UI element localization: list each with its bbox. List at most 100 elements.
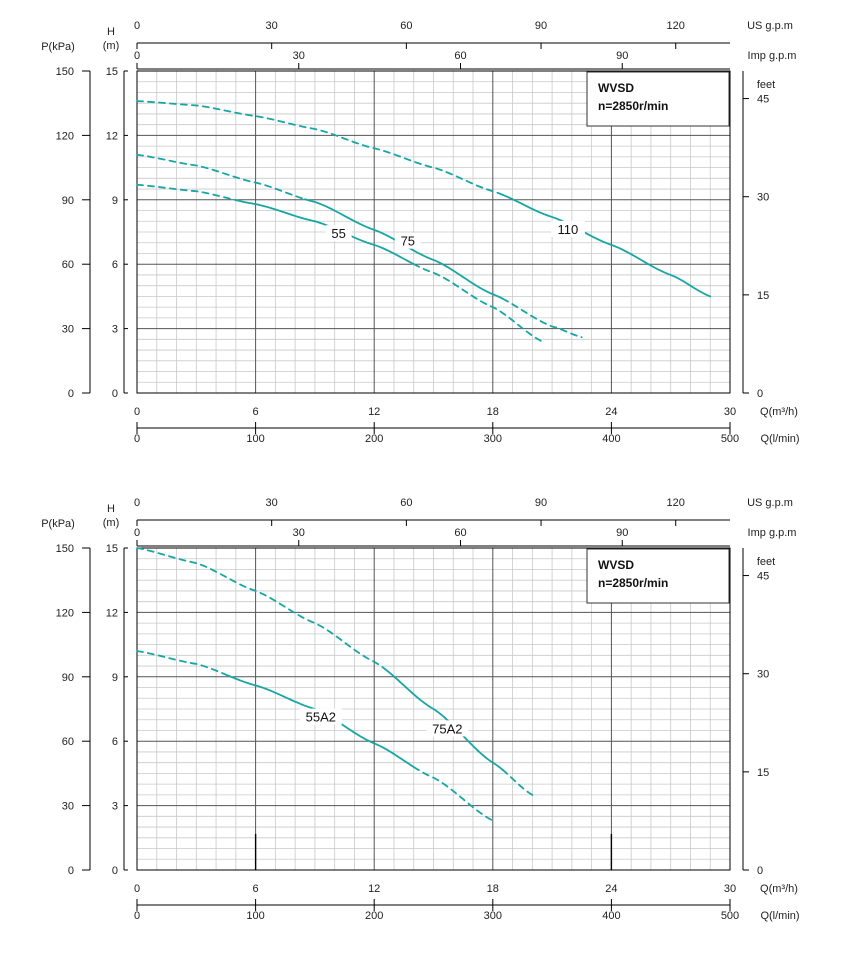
curve-label-bg xyxy=(550,220,585,237)
qm3-axis-label: Q(m³/h) xyxy=(760,406,798,418)
h-tick-label: 6 xyxy=(112,259,118,271)
curve-dashed-start xyxy=(136,650,227,676)
us-gpm-tick-label: 0 xyxy=(134,20,140,32)
qm3-tick-label: 18 xyxy=(487,883,499,895)
info-box xyxy=(586,71,730,127)
us-gpm-tick-label: 30 xyxy=(266,20,278,32)
info-box-speed: n=2850r/min xyxy=(598,99,668,113)
h-axis-label: H xyxy=(107,503,115,515)
chart-panel-1: 0306090120150P(kPa)03691215H(m)0153045fe… xyxy=(41,20,799,445)
feet-tick-label: 0 xyxy=(757,865,763,877)
imp-gpm-tick-label: 60 xyxy=(454,527,466,539)
imp-gpm-tick-label: 30 xyxy=(293,527,305,539)
curve-dashed-end xyxy=(412,263,544,343)
qm3-tick-label: 6 xyxy=(253,406,259,418)
h-tick-label: 0 xyxy=(112,865,118,877)
h-axis-unit: (m) xyxy=(103,517,120,529)
curve-55: 55 xyxy=(136,183,544,343)
feet-tick-label: 15 xyxy=(757,290,769,302)
us-gpm-label: US g.p.m xyxy=(747,20,793,32)
curve-110: 110 xyxy=(136,100,712,298)
curve-solid xyxy=(234,199,415,265)
plot-frame xyxy=(136,70,731,394)
h-axis-label: H xyxy=(107,26,115,38)
feet-tick-label: 30 xyxy=(757,192,769,204)
feet-tick-label: 45 xyxy=(757,571,769,583)
qm3-tick-label: 0 xyxy=(134,883,140,895)
ql-tick-label: 500 xyxy=(721,910,739,922)
h-tick-label: 15 xyxy=(106,66,118,78)
qm3-tick-label: 12 xyxy=(368,883,380,895)
curve-75: 75 xyxy=(136,153,583,339)
ql-tick-label: 0 xyxy=(134,433,140,445)
feet-axis-label: feet xyxy=(757,79,775,91)
curve-dashed-end xyxy=(412,766,494,822)
qm3-tick-label: 30 xyxy=(724,883,736,895)
ql-tick-label: 400 xyxy=(602,433,620,445)
curve-solid xyxy=(383,667,504,771)
h-tick-label: 9 xyxy=(112,195,118,207)
curve-label-bg xyxy=(426,720,469,737)
h-tick-label: 6 xyxy=(112,736,118,748)
us-gpm-tick-label: 120 xyxy=(667,497,685,509)
p-tick-label: 0 xyxy=(68,388,74,400)
h-tick-label: 12 xyxy=(106,130,118,142)
p-tick-label: 120 xyxy=(56,130,74,142)
p-tick-label: 90 xyxy=(62,672,74,684)
h-tick-label: 3 xyxy=(112,324,118,336)
ql-axis-label: Q(l/min) xyxy=(760,910,799,922)
curve-label-bg xyxy=(325,225,352,242)
info-box-model: WVSD xyxy=(598,558,634,572)
imp-gpm-tick-label: 30 xyxy=(293,50,305,62)
feet-tick-label: 45 xyxy=(757,94,769,106)
curve-label: 75A2 xyxy=(432,721,462,736)
feet-tick-label: 15 xyxy=(757,767,769,779)
us-gpm-tick-label: 120 xyxy=(667,20,685,32)
info-box xyxy=(586,548,730,604)
curve-dashed-start xyxy=(136,183,237,201)
qm3-tick-label: 30 xyxy=(724,406,736,418)
p-tick-label: 60 xyxy=(62,259,74,271)
us-gpm-tick-label: 60 xyxy=(400,20,412,32)
imp-gpm-label: Imp g.p.m xyxy=(748,50,797,62)
p-axis-label: P(kPa) xyxy=(41,41,75,53)
curve-55A2: 55A2 xyxy=(136,650,494,822)
us-gpm-tick-label: 90 xyxy=(535,20,547,32)
h-tick-label: 9 xyxy=(112,672,118,684)
ql-tick-label: 100 xyxy=(246,910,264,922)
imp-gpm-tick-label: 90 xyxy=(616,50,628,62)
curve-dashed-end xyxy=(501,297,583,339)
us-gpm-tick-label: 60 xyxy=(400,497,412,509)
curve-label: 75 xyxy=(401,234,415,249)
h-axis-unit: (m) xyxy=(103,40,120,52)
imp-gpm-label: Imp g.p.m xyxy=(748,527,797,539)
curve-label-bg xyxy=(299,708,342,725)
us-gpm-tick-label: 0 xyxy=(134,497,140,509)
p-tick-label: 120 xyxy=(56,607,74,619)
us-gpm-label: US g.p.m xyxy=(747,497,793,509)
ql-tick-label: 0 xyxy=(134,910,140,922)
qm3-tick-label: 6 xyxy=(253,883,259,895)
p-tick-label: 0 xyxy=(68,865,74,877)
feet-axis-label: feet xyxy=(757,556,775,568)
qm3-tick-label: 0 xyxy=(134,406,140,418)
feet-tick-label: 30 xyxy=(757,669,769,681)
ql-tick-label: 100 xyxy=(246,433,264,445)
qm3-axis-label: Q(m³/h) xyxy=(760,883,798,895)
p-tick-label: 150 xyxy=(56,66,74,78)
ql-axis-label: Q(l/min) xyxy=(760,433,799,445)
ql-tick-label: 200 xyxy=(365,910,383,922)
ql-tick-label: 500 xyxy=(721,433,739,445)
p-axis-label: P(kPa) xyxy=(41,518,75,530)
h-tick-label: 0 xyxy=(112,388,118,400)
h-tick-label: 15 xyxy=(106,543,118,555)
ql-tick-label: 300 xyxy=(484,433,502,445)
curve-label: 55A2 xyxy=(306,710,336,725)
curve-dashed-end xyxy=(501,768,534,796)
info-box-model: WVSD xyxy=(598,81,634,95)
p-tick-label: 30 xyxy=(62,324,74,336)
qm3-tick-label: 12 xyxy=(368,406,380,418)
feet-tick-label: 0 xyxy=(757,388,763,400)
p-tick-label: 30 xyxy=(62,801,74,813)
